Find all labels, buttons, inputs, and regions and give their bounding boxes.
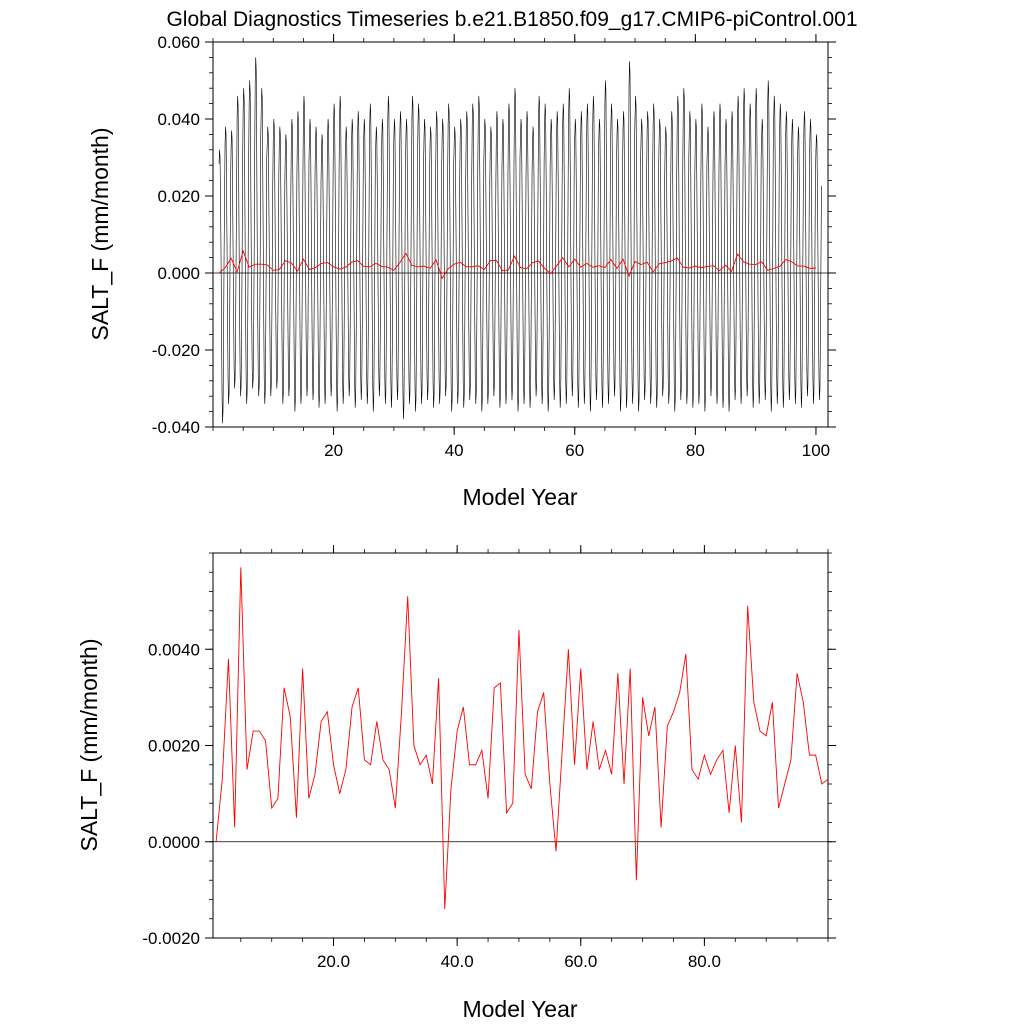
y-tick-label: 0.0000 bbox=[148, 833, 200, 852]
x-tick-label: 60.0 bbox=[564, 952, 597, 971]
y-tick-label: 0.0020 bbox=[148, 737, 200, 756]
x-tick-label: 40 bbox=[445, 441, 464, 460]
x-axis-title: Model Year bbox=[462, 996, 577, 1022]
y-tick-label: 0.060 bbox=[157, 33, 200, 52]
x-tick-label: 80.0 bbox=[688, 952, 721, 971]
y-tick-label: 0.000 bbox=[157, 264, 200, 283]
monthly-series-line bbox=[218, 57, 822, 424]
x-tick-label: 60 bbox=[565, 441, 584, 460]
x-tick-label: 100 bbox=[802, 441, 830, 460]
x-tick-label: 20.0 bbox=[317, 952, 350, 971]
y-tick-label: -0.0020 bbox=[142, 929, 200, 948]
x-axis-title: Model Year bbox=[462, 484, 577, 510]
y-tick-label: 0.0040 bbox=[148, 640, 200, 659]
y-tick-label: -0.020 bbox=[152, 341, 200, 360]
x-tick-label: 40.0 bbox=[441, 952, 474, 971]
x-tick-label: 20 bbox=[324, 441, 343, 460]
y-axis-title: SALT_F (mm/month) bbox=[76, 639, 102, 852]
bottom-panel: Model Year SALT_F (mm/month) -0.0020 0.00… bbox=[76, 545, 836, 1022]
x-tick-label: 80 bbox=[686, 441, 705, 460]
y-tick-label: 0.020 bbox=[157, 187, 200, 206]
y-tick-label: -0.040 bbox=[152, 418, 200, 437]
annual-mean-series-line bbox=[218, 249, 816, 280]
y-axis-title: SALT_F (mm/month) bbox=[87, 128, 113, 341]
plot-frame bbox=[212, 552, 829, 939]
y-tick-label: 0.040 bbox=[157, 110, 200, 129]
top-panel: Model Year SALT_F (mm/month) -0.040 -0.02… bbox=[87, 33, 836, 510]
plot-frame bbox=[212, 41, 829, 428]
annual-mean-series-line bbox=[215, 567, 829, 910]
chart-title: Global Diagnostics Timeseries b.e21.B185… bbox=[166, 8, 857, 31]
